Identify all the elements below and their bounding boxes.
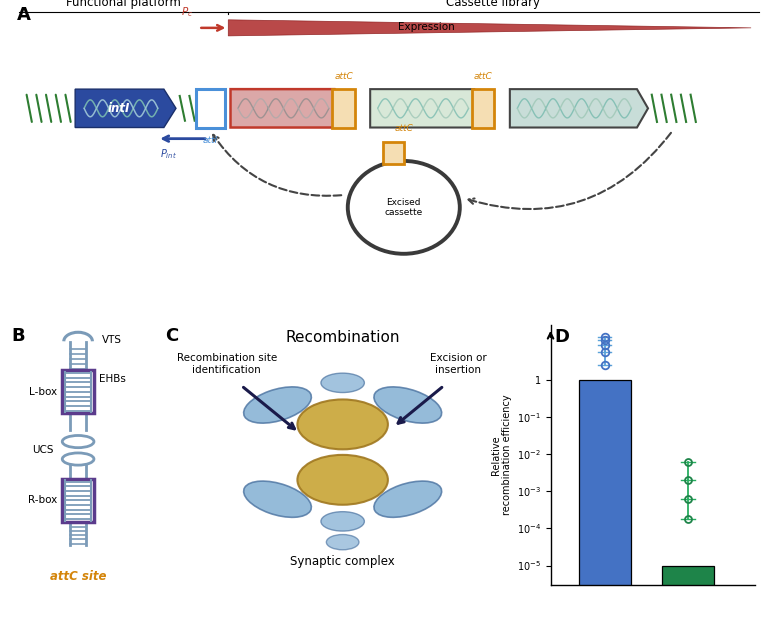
Text: attC: attC [394,124,413,133]
Ellipse shape [321,373,364,392]
Text: intI: intI [107,102,129,115]
Text: C: C [166,327,179,345]
Text: R-box: R-box [28,495,57,506]
Text: L-box: L-box [28,387,57,397]
Text: Functional platform: Functional platform [66,0,181,9]
Ellipse shape [297,399,388,449]
Text: VTS: VTS [102,335,122,345]
Ellipse shape [62,436,94,448]
Text: Cassette library: Cassette library [447,0,541,9]
Text: UCS: UCS [32,445,54,456]
Text: Excision or
insertion: Excision or insertion [430,353,487,374]
Text: Expression: Expression [398,22,454,32]
Bar [662,566,714,619]
Text: Recombination site
identification: Recombination site identification [177,353,277,374]
Text: D: D [554,328,570,346]
Bar [333,89,355,128]
Polygon shape [370,89,486,128]
Text: Recombination: Recombination [286,330,400,345]
Text: B: B [12,327,25,345]
Polygon shape [230,89,346,128]
Bar [62,479,94,522]
Ellipse shape [326,535,359,550]
Text: $P_{int}$: $P_{int}$ [160,147,177,161]
Text: attC: attC [474,72,493,81]
Ellipse shape [321,512,364,531]
Ellipse shape [374,387,442,423]
Ellipse shape [297,455,388,504]
Text: Synaptic complex: Synaptic complex [290,555,395,568]
Bar [579,380,631,619]
Ellipse shape [243,387,311,423]
Bar [383,142,403,164]
Polygon shape [228,20,751,36]
Bar [62,370,94,413]
Y-axis label: Relative
recombination efficiency: Relative recombination efficiency [490,395,513,515]
Polygon shape [75,89,176,128]
Text: EHBs: EHBs [99,374,126,384]
Text: Excised
cassette: Excised cassette [385,197,423,217]
Text: attC site: attC site [50,570,106,583]
Text: attC: attC [334,72,353,81]
Ellipse shape [243,481,311,517]
Text: attI: attI [203,136,218,145]
Text: $P_c$: $P_c$ [181,5,193,19]
Bar [472,89,494,128]
Polygon shape [510,89,648,128]
Ellipse shape [374,481,442,517]
Bar [196,89,225,128]
Circle shape [348,161,460,254]
Ellipse shape [62,453,94,465]
Text: A: A [17,6,31,24]
